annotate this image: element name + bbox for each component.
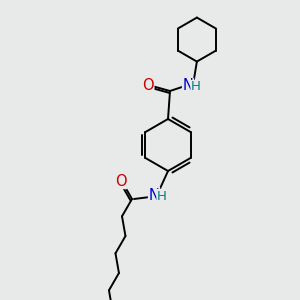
Text: O: O [115,173,127,188]
Text: H: H [157,190,167,202]
Text: H: H [191,80,201,94]
Text: N: N [148,188,159,202]
Text: O: O [142,79,154,94]
Text: N: N [183,79,194,94]
